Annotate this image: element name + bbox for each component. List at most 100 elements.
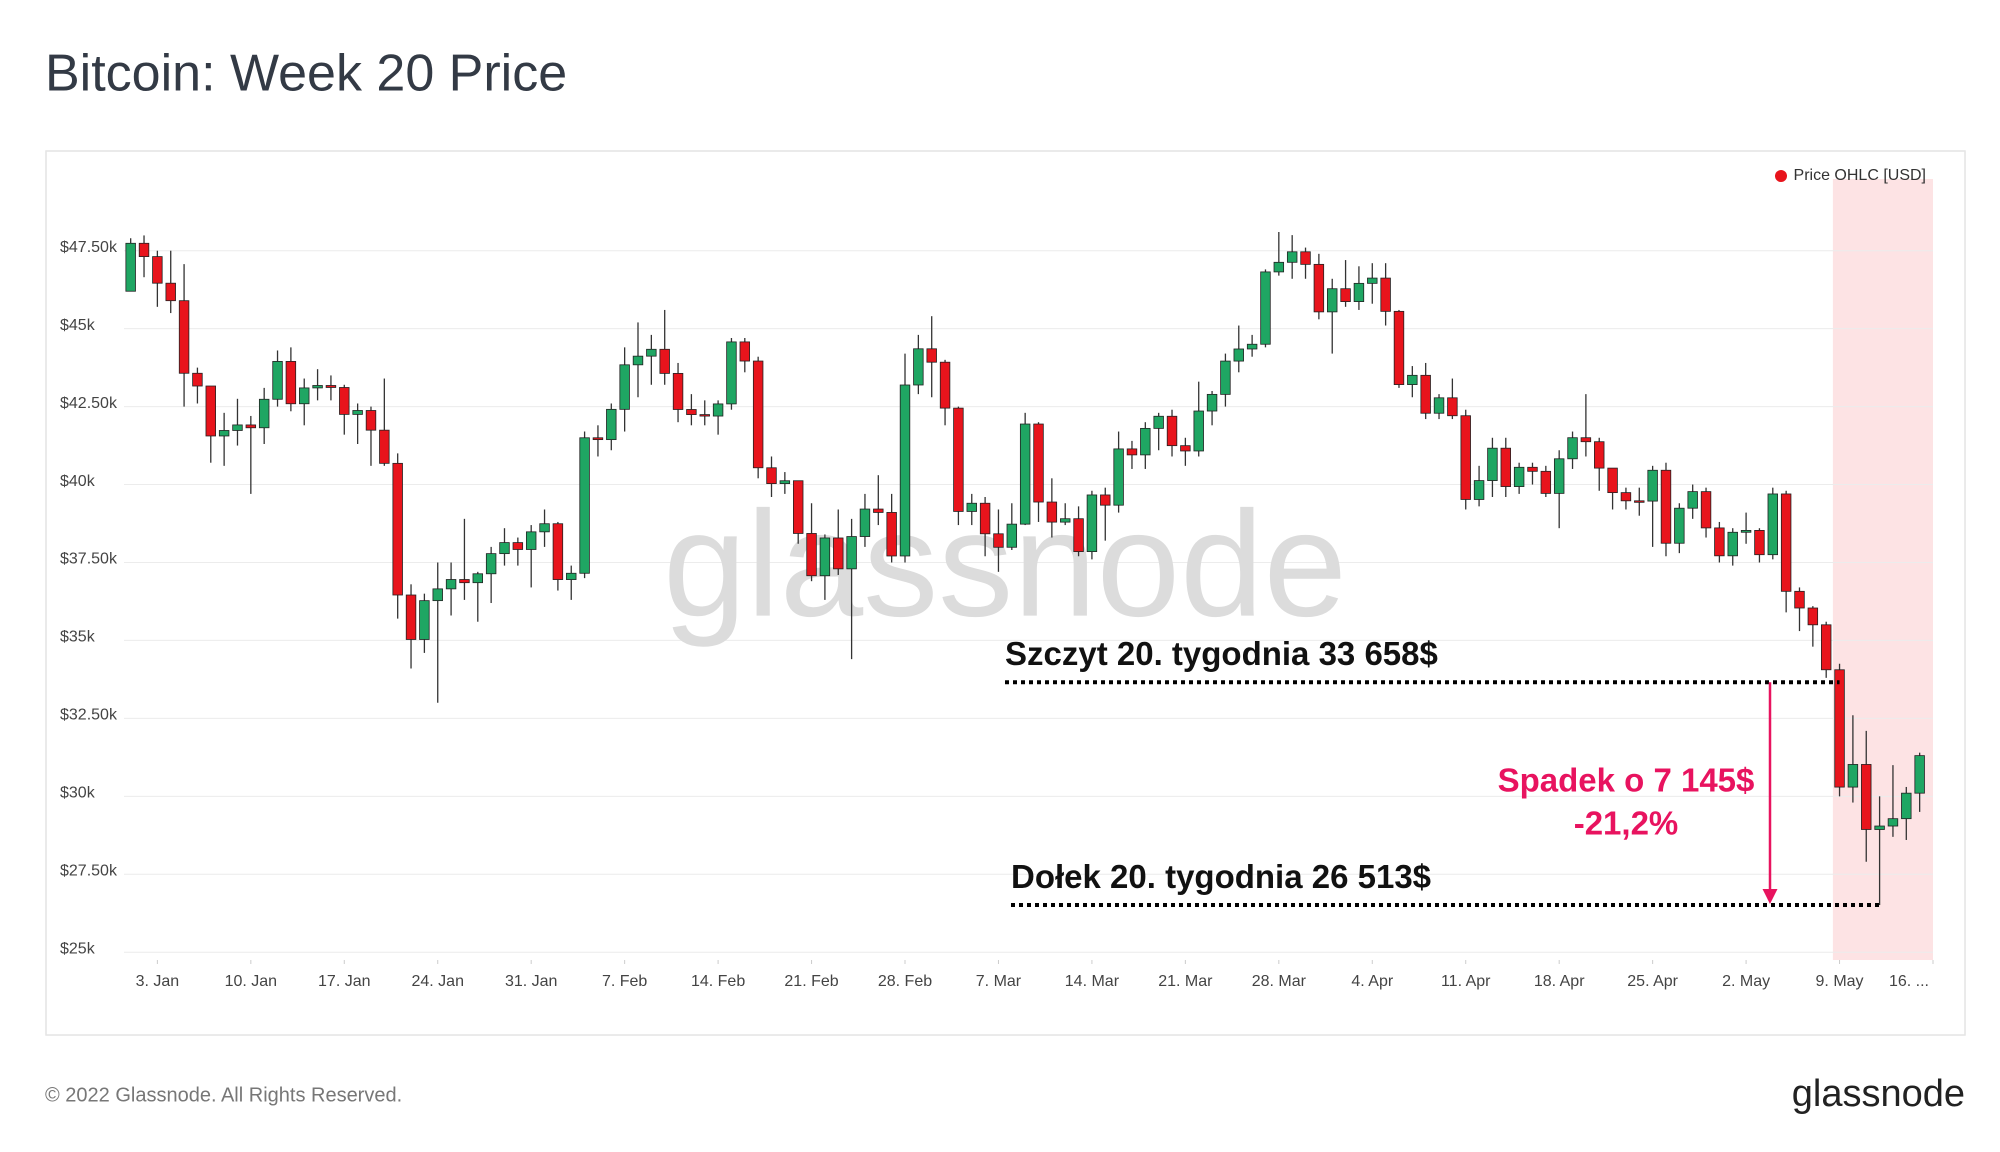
candle-body bbox=[1820, 624, 1832, 671]
candle-body bbox=[886, 512, 897, 557]
candle-body bbox=[712, 403, 724, 417]
candle-body bbox=[1073, 518, 1084, 553]
candle-body bbox=[405, 594, 417, 640]
candle-body bbox=[365, 410, 377, 431]
copyright: © 2022 Glassnode. All Rights Reserved. bbox=[45, 1084, 402, 1106]
candle-body bbox=[966, 502, 977, 512]
x-tick-label: 14. Mar bbox=[1065, 973, 1120, 990]
x-tick-label: 7. Feb bbox=[602, 973, 647, 990]
candle-body bbox=[1594, 441, 1605, 469]
candle-body bbox=[1807, 607, 1819, 626]
candle-body bbox=[1046, 501, 1058, 523]
candle-body bbox=[192, 372, 203, 387]
candle-body bbox=[1487, 447, 1498, 481]
candle-body bbox=[432, 588, 443, 602]
chart-title: Bitcoin: Week 20 Price bbox=[45, 45, 567, 103]
candle-body bbox=[152, 256, 163, 284]
x-tick-label: 7. Mar bbox=[976, 973, 1022, 990]
y-tick-label: $45k bbox=[60, 317, 96, 334]
candle-body bbox=[1767, 493, 1778, 556]
x-tick-label: 31. Jan bbox=[505, 973, 557, 990]
candle-body bbox=[1714, 527, 1725, 557]
candle-body bbox=[1901, 792, 1912, 820]
x-tick-label: 3. Jan bbox=[136, 973, 180, 990]
candle-body bbox=[1407, 374, 1418, 385]
candle-body bbox=[792, 480, 804, 534]
candle-body bbox=[272, 361, 283, 400]
candle-body bbox=[352, 410, 363, 415]
candle-body bbox=[1273, 261, 1285, 273]
candle-body bbox=[1033, 423, 1044, 503]
candle-body bbox=[873, 508, 884, 513]
candle-body bbox=[1313, 263, 1325, 313]
annotation-text: Szczyt 20. tygodnia 33 658$ bbox=[1005, 635, 1438, 672]
candle-body bbox=[819, 537, 831, 577]
candle-body bbox=[1887, 818, 1899, 827]
candle-body bbox=[926, 348, 937, 363]
chart-frame bbox=[45, 150, 1966, 1036]
candle-body bbox=[258, 398, 270, 429]
candle-body bbox=[1847, 764, 1859, 788]
candle-body bbox=[939, 361, 951, 409]
y-tick-label: $27.50k bbox=[60, 862, 118, 879]
candle-body bbox=[325, 385, 337, 388]
candle-body bbox=[218, 430, 230, 437]
candle-body bbox=[1060, 518, 1071, 523]
candle-body bbox=[1700, 491, 1712, 529]
candle-body bbox=[1246, 343, 1258, 350]
candle-body bbox=[539, 523, 550, 533]
candle-body bbox=[1113, 448, 1124, 506]
drop-label: Spadek o 7 145$ bbox=[1498, 762, 1755, 799]
candle-body bbox=[1647, 469, 1658, 502]
candle-body bbox=[846, 536, 857, 570]
watermark: glassnode bbox=[663, 480, 1347, 648]
candle-body bbox=[1500, 447, 1511, 487]
candle-body bbox=[1006, 523, 1018, 548]
x-tick-label: 21. Mar bbox=[1158, 973, 1213, 990]
candle-body bbox=[1540, 470, 1552, 494]
candle-body bbox=[125, 242, 136, 292]
candle-body bbox=[1794, 590, 1805, 609]
candle-body bbox=[632, 355, 644, 366]
candle-body bbox=[1780, 493, 1792, 592]
candle-body bbox=[1166, 415, 1178, 447]
candle-body bbox=[1126, 448, 1138, 456]
x-tick-label: 18. Apr bbox=[1534, 973, 1585, 990]
candle-body bbox=[672, 372, 684, 410]
candle-body bbox=[1140, 427, 1151, 456]
candle-body bbox=[1100, 494, 1111, 506]
candle-body bbox=[1674, 507, 1685, 544]
x-tick-label: 2. May bbox=[1722, 973, 1770, 990]
candle-body bbox=[1660, 469, 1672, 544]
candle-body bbox=[606, 408, 617, 441]
candle-body bbox=[1634, 500, 1645, 503]
y-tick-label: $32.50k bbox=[60, 707, 118, 724]
candle-body bbox=[472, 573, 483, 584]
candle-body bbox=[1740, 530, 1752, 533]
candle-body bbox=[1393, 310, 1405, 385]
candle-body bbox=[285, 361, 297, 405]
y-tick-label: $40k bbox=[60, 473, 96, 490]
candle-body bbox=[699, 414, 710, 417]
candle-body bbox=[445, 579, 457, 590]
x-tick-label: 4. Apr bbox=[1351, 973, 1393, 990]
candle-body bbox=[1206, 393, 1218, 412]
candle-body bbox=[779, 480, 791, 485]
x-tick-label: 17. Jan bbox=[318, 973, 370, 990]
candle-body bbox=[566, 572, 577, 580]
candle-body bbox=[1327, 288, 1338, 313]
candle-body bbox=[312, 385, 323, 389]
candle-body bbox=[1193, 410, 1204, 452]
candle-body bbox=[1233, 348, 1244, 362]
candle-body bbox=[1286, 251, 1298, 263]
candle-body bbox=[1553, 458, 1565, 494]
x-tick-label: 10. Jan bbox=[225, 973, 277, 990]
candle-body bbox=[392, 462, 403, 596]
candle-body bbox=[459, 579, 470, 584]
x-tick-label: 11. Apr bbox=[1441, 973, 1491, 990]
candle-body bbox=[379, 429, 390, 464]
candle-body bbox=[726, 341, 737, 405]
candle-body bbox=[525, 531, 537, 550]
candle-body bbox=[1380, 277, 1391, 312]
candle-body bbox=[1420, 374, 1431, 414]
